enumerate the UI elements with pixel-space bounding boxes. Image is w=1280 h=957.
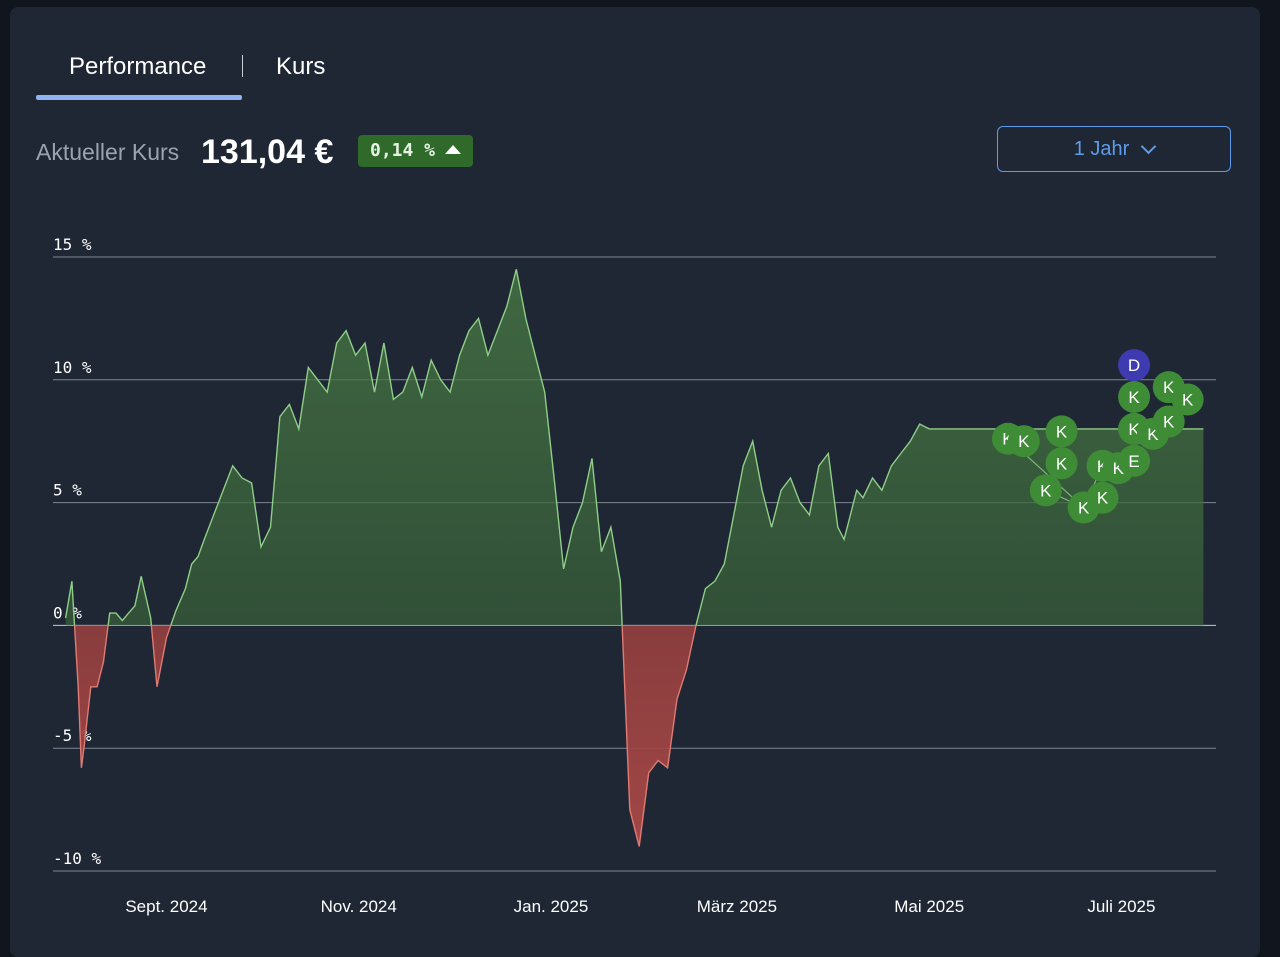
- price-row: Aktueller Kurs 131,04 € 0,14 %: [36, 133, 636, 173]
- event-marker-k[interactable]: K: [1152, 405, 1185, 438]
- event-marker-circle: [1171, 383, 1204, 416]
- event-marker-label: K: [1163, 413, 1175, 432]
- time-range-value: 1 Jahr: [1073, 137, 1130, 160]
- event-marker-label: K: [1078, 499, 1090, 518]
- event-marker-label: K: [1040, 481, 1052, 500]
- event-marker-d[interactable]: D: [1118, 349, 1151, 382]
- x-tick-label: Jan. 2025: [514, 897, 589, 916]
- event-marker-circle: [1118, 380, 1151, 413]
- event-marker-k[interactable]: K: [1045, 447, 1078, 480]
- arrow-up-icon: [445, 145, 462, 154]
- performance-panel: Performance Kurs Aktueller Kurs 131,04 €…: [10, 7, 1260, 957]
- event-marker-circle: [1152, 405, 1185, 438]
- performance-chart: 15 %10 %5 %0 %-5 %-10 % Sept. 2024 Nov. 2…: [53, 235, 1216, 916]
- y-tick-label: 10 %: [53, 358, 92, 377]
- event-marker-label: K: [1018, 432, 1030, 451]
- event-marker-circle: [1007, 425, 1040, 458]
- event-marker-label: K: [1056, 454, 1068, 473]
- x-tick-label: Mai 2025: [894, 897, 964, 916]
- event-marker-label: K: [1163, 378, 1175, 397]
- current-price-value: 131,04 €: [201, 133, 334, 171]
- active-tab-indicator: [36, 95, 242, 100]
- positive-area: [65, 269, 1204, 626]
- y-tick-label: 15 %: [53, 235, 92, 254]
- event-marker-label: K: [1097, 489, 1109, 508]
- event-marker-circle: [1086, 481, 1119, 514]
- event-marker-circle: [1118, 444, 1151, 477]
- event-marker-label: E: [1128, 452, 1139, 471]
- x-tick-label: März 2025: [697, 897, 777, 916]
- tab-bar: Performance Kurs: [36, 43, 436, 100]
- tab-separator: [242, 55, 243, 77]
- event-marker-label: D: [1128, 356, 1140, 375]
- x-tick-label: Juli 2025: [1087, 897, 1155, 916]
- area-layer: [64, 269, 1204, 847]
- price-change-value: 0,14 %: [370, 140, 436, 161]
- event-marker-label: K: [1182, 390, 1194, 409]
- event-marker-circle: [1045, 415, 1078, 448]
- event-markers: KKKKKKKKKEKKDKKKK: [991, 349, 1204, 524]
- event-marker-label: K: [1128, 388, 1140, 407]
- event-marker-k[interactable]: K: [1118, 380, 1151, 413]
- y-tick-label: -10 %: [53, 849, 102, 868]
- event-marker-k[interactable]: K: [1045, 415, 1078, 448]
- y-tick-label: 5 %: [53, 481, 82, 500]
- x-tick-label: Sept. 2024: [125, 897, 207, 916]
- price-change-badge: 0,14 %: [358, 135, 474, 167]
- event-marker-k[interactable]: K: [1007, 425, 1040, 458]
- x-tick-label: Nov. 2024: [321, 897, 397, 916]
- time-range-dropdown[interactable]: 1 Jahr: [997, 126, 1231, 172]
- event-marker-k[interactable]: K: [1171, 383, 1204, 416]
- current-price-label: Aktueller Kurs: [36, 139, 180, 165]
- x-axis: Sept. 2024 Nov. 2024 Jan. 2025 März 2025 Mai…: [125, 897, 1155, 916]
- event-marker-circle: [1045, 447, 1078, 480]
- event-marker-circle: [1118, 349, 1151, 382]
- event-marker-circle: [1029, 474, 1062, 507]
- tab-performance[interactable]: Performance: [69, 53, 207, 80]
- event-marker-e[interactable]: E: [1118, 444, 1151, 477]
- event-marker-k[interactable]: K: [1029, 474, 1062, 507]
- event-marker-k[interactable]: K: [1086, 481, 1119, 514]
- event-marker-label: K: [1056, 422, 1068, 441]
- tab-kurs[interactable]: Kurs: [276, 53, 326, 80]
